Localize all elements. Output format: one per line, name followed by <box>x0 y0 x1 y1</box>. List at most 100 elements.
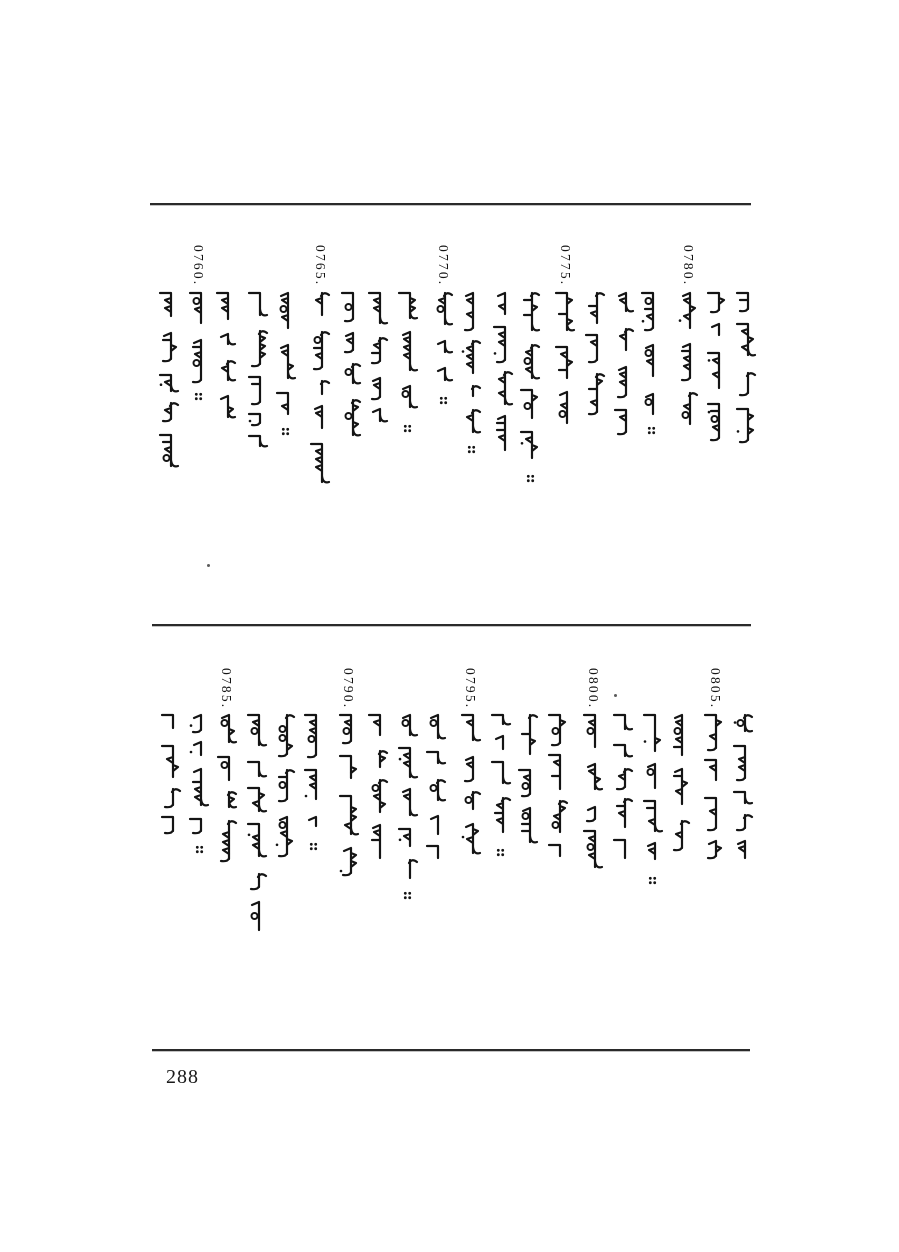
mongolian-script-word <box>672 819 690 852</box>
mongolian-script-word <box>246 786 267 813</box>
mongolian-script-word <box>672 713 683 757</box>
mongolian-script-word <box>401 713 418 737</box>
mongolian-script-word <box>163 787 181 809</box>
script-column <box>337 290 364 448</box>
mongolian-script-word <box>216 755 230 782</box>
mongolian-script-word <box>672 767 688 806</box>
verse-number: 0805. <box>708 668 723 710</box>
mongolian-script-word <box>250 900 260 932</box>
script-column <box>457 712 484 865</box>
mongolian-script-word <box>547 713 566 747</box>
script-column <box>610 290 637 445</box>
mongolian-script-word <box>426 844 440 860</box>
mongolian-script-word <box>613 713 634 731</box>
mongolian-script-word <box>523 291 541 332</box>
mongolian-script-word <box>339 713 353 745</box>
mongolian-script-word <box>644 392 655 416</box>
mongolian-script-word <box>371 778 389 814</box>
mongolian-script-word <box>617 291 635 313</box>
mongolian-script-word <box>582 829 604 869</box>
scan-speck <box>614 694 617 697</box>
mongolian-script-word <box>465 408 482 434</box>
mongolian-script-word <box>497 370 514 406</box>
mongolian-script-word <box>586 762 604 791</box>
mongolian-script-word <box>158 291 172 318</box>
script-column <box>306 290 333 491</box>
script-column <box>394 712 421 900</box>
mongolian-script-word <box>493 796 511 834</box>
mongolian-script-word <box>704 796 718 832</box>
mongolian-script-word <box>436 291 454 326</box>
mongolian-script-word <box>554 345 574 380</box>
mongolian-script-word <box>246 760 267 778</box>
horizontal-rule <box>150 203 751 205</box>
mongolian-script-word <box>523 343 541 380</box>
script-column <box>581 290 608 424</box>
mongolian-script-word <box>279 291 289 330</box>
mongolian-script-word <box>275 391 289 416</box>
mongolian-script-word <box>370 336 388 365</box>
mongolian-script-word <box>344 362 361 385</box>
script-column <box>489 290 516 465</box>
mongolian-script-word <box>160 744 179 779</box>
mongolian-script-word <box>554 291 576 332</box>
mongolian-script-word <box>584 333 599 364</box>
mongolian-script-word <box>309 442 330 484</box>
mongolian-script-word <box>461 339 482 375</box>
mongolian-script-word <box>339 754 358 780</box>
mongolian-script-word <box>646 762 657 790</box>
mongolian-script-word <box>312 330 330 371</box>
sentence-end-mark <box>195 392 203 401</box>
mongolian-script-word <box>250 329 268 368</box>
sentence-end-mark <box>526 474 535 483</box>
script-column <box>730 712 757 871</box>
mongolian-script-word <box>401 384 418 409</box>
mongolian-script-word <box>613 838 627 860</box>
mongolian-script-word <box>520 388 539 420</box>
mongolian-script-word <box>189 817 203 835</box>
mongolian-script-word <box>641 291 655 332</box>
script-column <box>610 712 637 873</box>
sentence-end-mark <box>467 445 475 454</box>
mongolian-script-word <box>517 768 531 798</box>
mongolian-script-word <box>495 414 507 452</box>
mongolian-script-word <box>307 815 317 828</box>
mongolian-script-word <box>558 390 569 425</box>
mongolian-script-word <box>278 713 296 758</box>
mongolian-script-word <box>158 373 179 393</box>
mongolian-script-word <box>587 291 606 325</box>
mongolian-script-word <box>733 744 747 782</box>
mongolian-script-word <box>343 331 354 354</box>
mongolian-script-word <box>303 768 317 801</box>
verse-number: 0800. <box>586 668 601 710</box>
mongolian-script-word <box>344 398 361 437</box>
mongolian-script-word <box>160 815 174 835</box>
script-column <box>364 290 391 433</box>
mongolian-script-word <box>733 790 754 805</box>
horizontal-rule <box>152 1049 750 1051</box>
script-column <box>703 290 730 453</box>
mongolian-script-word <box>339 794 360 836</box>
mongolian-script-word <box>520 806 538 844</box>
mongolian-script-word <box>492 325 507 364</box>
sentence-end-mark <box>195 845 203 854</box>
mongolian-script-word <box>496 291 507 316</box>
mongolian-script-word <box>710 322 720 337</box>
mongolian-script-word <box>706 351 720 390</box>
script-column <box>487 712 514 857</box>
sentence-end-mark <box>282 427 290 436</box>
mongolian-script-word <box>247 291 268 317</box>
scan-speck <box>207 564 210 567</box>
mongolian-script-word <box>401 787 418 817</box>
script-column <box>213 290 240 427</box>
script-column <box>580 712 607 879</box>
mongolian-script-word <box>161 401 179 423</box>
mongolian-script-word <box>429 778 447 802</box>
script-column <box>701 712 728 870</box>
verse-number: 0780. <box>681 245 696 287</box>
mongolian-script-word <box>247 412 261 427</box>
script-column <box>186 712 213 854</box>
page-number: 288 <box>166 1066 199 1088</box>
mongolian-script-word <box>737 839 747 860</box>
